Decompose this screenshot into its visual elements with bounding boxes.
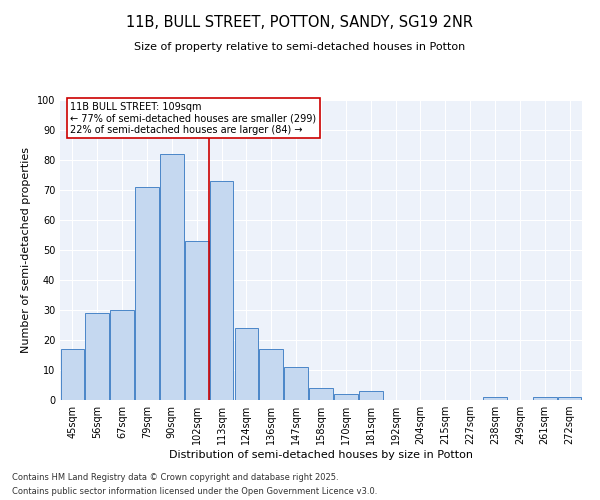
X-axis label: Distribution of semi-detached houses by size in Potton: Distribution of semi-detached houses by … <box>169 450 473 460</box>
Y-axis label: Number of semi-detached properties: Number of semi-detached properties <box>21 147 31 353</box>
Bar <box>558 397 581 400</box>
Bar <box>61 349 84 400</box>
Text: 11B BULL STREET: 109sqm
← 77% of semi-detached houses are smaller (299)
22% of s: 11B BULL STREET: 109sqm ← 77% of semi-de… <box>70 102 317 134</box>
Bar <box>85 313 109 400</box>
Text: 11B, BULL STREET, POTTON, SANDY, SG19 2NR: 11B, BULL STREET, POTTON, SANDY, SG19 2N… <box>127 15 473 30</box>
Bar <box>160 154 184 400</box>
Bar <box>135 187 159 400</box>
Bar <box>483 397 507 400</box>
Bar <box>259 349 283 400</box>
Text: Contains public sector information licensed under the Open Government Licence v3: Contains public sector information licen… <box>12 488 377 496</box>
Text: Contains HM Land Registry data © Crown copyright and database right 2025.: Contains HM Land Registry data © Crown c… <box>12 472 338 482</box>
Bar <box>309 388 333 400</box>
Text: Size of property relative to semi-detached houses in Potton: Size of property relative to semi-detach… <box>134 42 466 52</box>
Bar <box>110 310 134 400</box>
Bar <box>235 328 258 400</box>
Bar <box>284 367 308 400</box>
Bar <box>533 397 557 400</box>
Bar <box>210 181 233 400</box>
Bar <box>185 241 209 400</box>
Bar <box>359 391 383 400</box>
Bar <box>334 394 358 400</box>
